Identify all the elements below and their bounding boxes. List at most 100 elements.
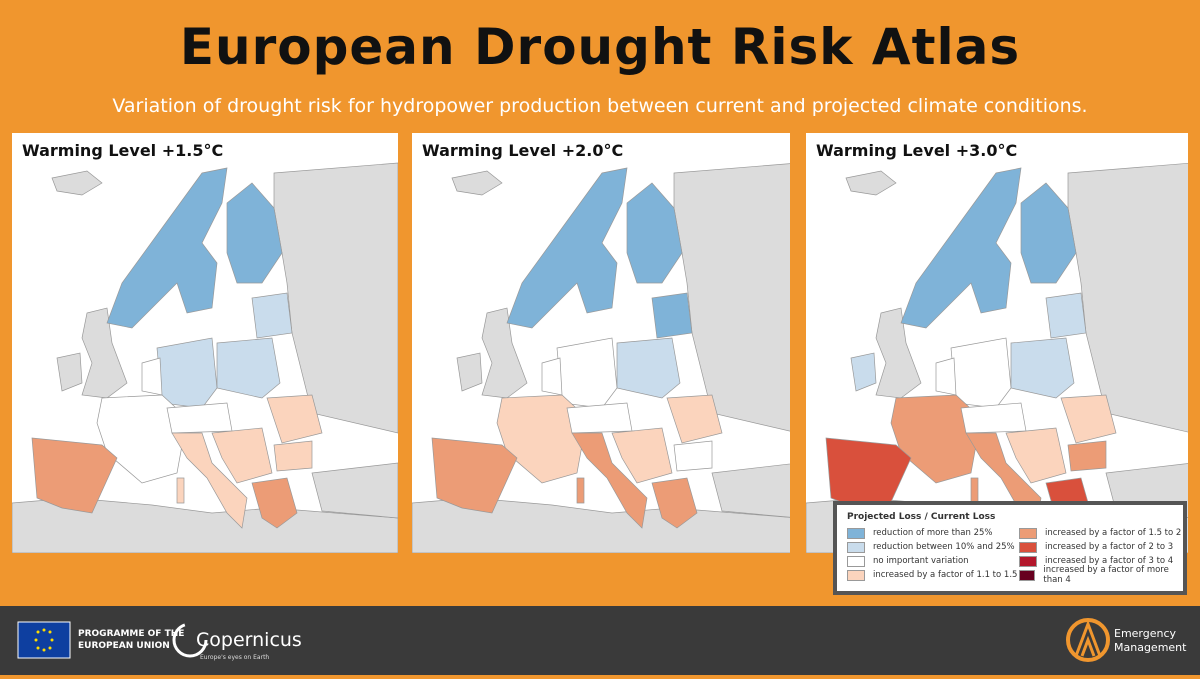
eu-stars	[34, 628, 54, 652]
title: European Drought Risk Atlas	[179, 18, 1021, 76]
programme-line: EUROPEAN UNION	[78, 641, 170, 651]
region	[1010, 337, 1075, 399]
copernicus-tagline: Europe's eyes on Earth	[200, 654, 269, 661]
legend-swatch	[847, 555, 865, 567]
region	[1067, 440, 1107, 472]
region	[845, 170, 897, 196]
legend: Projected Loss / Current Loss reduction o…	[833, 501, 1187, 595]
region	[56, 352, 83, 392]
region	[311, 462, 398, 519]
legend-swatch	[1019, 541, 1037, 553]
map-label: Warming Level +3.0°C	[816, 141, 1018, 160]
emergency-logo-mark	[1074, 619, 1102, 657]
legend-item: reduction of more than 25%	[847, 527, 993, 539]
legend-item: reduction between 10% and 25%	[847, 541, 1015, 553]
region	[451, 170, 503, 196]
legend-label: increased by a factor of 1.1 to 1.5	[873, 570, 1018, 580]
region	[576, 477, 585, 504]
legend-label: no important variation	[873, 556, 969, 566]
region	[156, 337, 218, 409]
copernicus-mark	[172, 622, 208, 658]
region	[673, 163, 790, 432]
legend-swatch	[1019, 555, 1037, 567]
legend-label: increased by a factor of 3 to 4	[1045, 556, 1174, 566]
region	[566, 402, 633, 434]
copernicus: Copernicus	[196, 629, 302, 651]
region	[850, 352, 877, 392]
region	[273, 162, 398, 434]
legend-item: increased by a factor of 1.1 to 1.5	[847, 569, 1017, 581]
legend-item: no important variation	[847, 555, 969, 567]
region	[51, 170, 103, 196]
region	[1045, 292, 1087, 339]
region	[935, 357, 957, 396]
region	[266, 394, 323, 444]
region	[571, 432, 648, 529]
map-panel: Warming Level +3.0°C	[806, 133, 1188, 553]
map-panel: Warming Level +1.5°C	[12, 133, 398, 553]
subtitle: Variation of drought risk for hydropower…	[112, 95, 1088, 117]
region	[211, 427, 273, 484]
region	[890, 394, 982, 484]
region	[900, 167, 1022, 329]
legend-swatch	[847, 541, 865, 553]
legend-item: increased by a factor of 2 to 3	[1019, 541, 1173, 553]
footer-graphics: PROGRAMME OF THE EUROPEAN UNION Copernic…	[17, 618, 1187, 662]
region	[616, 337, 681, 399]
region	[31, 437, 118, 514]
legend-title: Projected Loss / Current Loss	[847, 512, 996, 522]
legend-item: increased by a factor of 3 to 4	[1019, 555, 1173, 567]
map-label: Warming Level +1.5°C	[22, 141, 224, 160]
region	[1005, 427, 1067, 484]
region	[176, 477, 185, 504]
eu-flag	[17, 621, 71, 659]
map	[12, 162, 398, 553]
region	[666, 394, 723, 444]
map-label: Warming Level +2.0°C	[422, 141, 624, 160]
region	[171, 432, 248, 529]
footer: PROGRAMME OF THE EUROPEAN UNION Copernic…	[0, 606, 1200, 675]
legend-item: increased by a factor of more than 4	[1019, 565, 1183, 585]
region	[251, 292, 293, 339]
region	[166, 402, 233, 434]
map-panel: Warming Level +2.0°C	[412, 133, 790, 553]
region	[496, 394, 588, 484]
legend-swatch	[847, 569, 865, 581]
legend-swatch	[847, 527, 865, 539]
region	[96, 394, 188, 484]
region	[216, 337, 281, 399]
region	[556, 337, 618, 409]
region	[651, 292, 693, 339]
region	[251, 477, 298, 529]
region	[541, 357, 563, 396]
emergency-line: Management	[1114, 641, 1187, 654]
region	[1060, 394, 1117, 444]
legend-swatch	[1019, 569, 1036, 581]
region	[141, 357, 163, 396]
region	[431, 437, 518, 514]
region	[673, 440, 713, 472]
region	[970, 477, 979, 504]
legend-label: reduction of more than 25%	[873, 528, 993, 538]
legend-item: increased by a factor of 1.5 to 2	[1019, 527, 1181, 539]
region	[651, 477, 698, 529]
legend-label: increased by a factor of 1.5 to 2	[1045, 528, 1182, 538]
map	[412, 163, 790, 553]
region	[506, 167, 628, 329]
region	[1067, 162, 1188, 433]
legend-swatch	[1019, 527, 1037, 539]
region	[1020, 182, 1077, 284]
region	[611, 427, 673, 484]
emergency-line: Emergency	[1114, 627, 1177, 640]
region	[273, 440, 313, 472]
region	[626, 182, 683, 284]
programme-line: PROGRAMME OF THE	[78, 629, 184, 639]
legend-label: increased by a factor of 2 to 3	[1045, 542, 1174, 552]
legend-label: increased by a factor of more than 4	[1043, 565, 1169, 585]
map	[806, 162, 1188, 553]
region	[960, 402, 1027, 434]
region	[106, 167, 228, 329]
region	[950, 337, 1012, 409]
region	[711, 463, 790, 518]
